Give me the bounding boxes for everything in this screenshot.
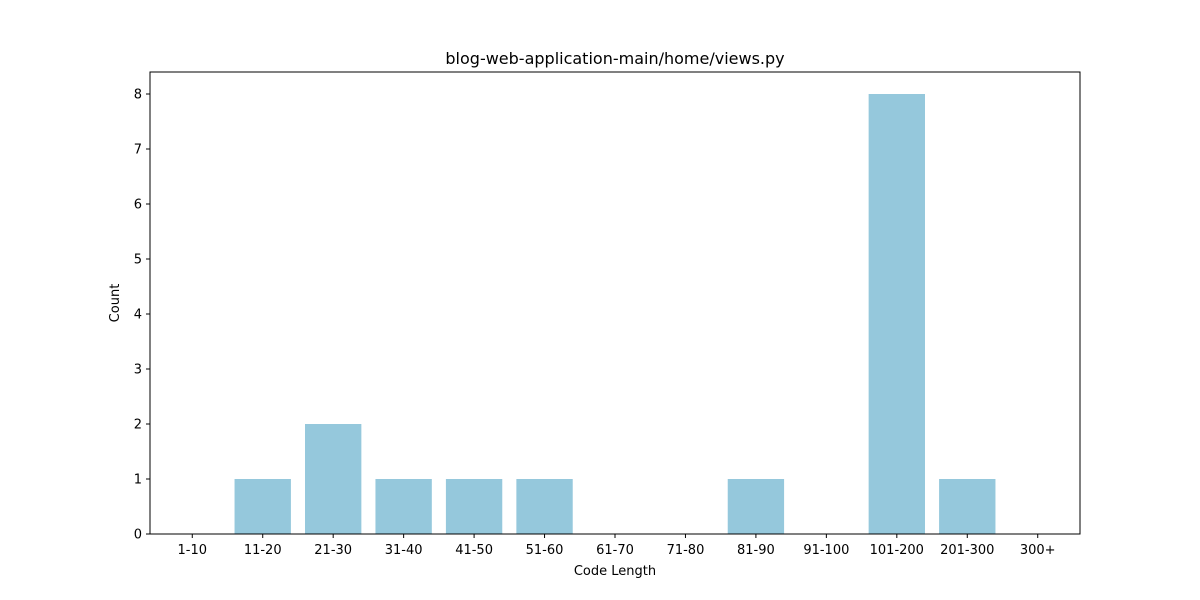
bars-group [234, 94, 996, 534]
y-tick-label: 6 [134, 198, 142, 213]
y-tick-label: 3 [134, 363, 142, 378]
bar-51-60 [516, 479, 573, 534]
x-tick-label: 81-90 [737, 543, 775, 558]
bar-201-300 [939, 479, 996, 534]
y-tick-label: 4 [134, 308, 142, 323]
x-tick-label: 51-60 [526, 543, 564, 558]
bar-101-200 [868, 94, 925, 534]
x-tick-label: 300+ [1020, 543, 1056, 558]
y-tick-label: 8 [134, 88, 142, 103]
x-axis-ticks: 1-10 11-20 21-30 31-40 41-50 51-60 61-70 71-80 8… [178, 534, 1056, 558]
bar-11-20 [234, 479, 291, 534]
bar-41-50 [445, 479, 503, 534]
y-axis-ticks: 0 1 2 3 4 5 6 7 8 [134, 88, 150, 543]
x-tick-label: 201-300 [940, 543, 994, 558]
y-tick-label: 2 [134, 418, 142, 433]
y-axis-label: Count [108, 284, 123, 323]
bar-81-90 [727, 479, 785, 534]
x-tick-label: 61-70 [596, 543, 634, 558]
y-tick-label: 5 [134, 253, 142, 268]
x-tick-label: 101-200 [870, 543, 924, 558]
x-tick-label: 21-30 [314, 543, 352, 558]
chart-title: blog-web-application-main/home/views.py [445, 49, 784, 68]
y-tick-label: 7 [134, 143, 142, 158]
bar-31-40 [375, 479, 432, 534]
bar-21-30 [305, 424, 362, 534]
x-tick-label: 1-10 [178, 543, 208, 558]
x-tick-label: 71-80 [667, 543, 705, 558]
y-tick-label: 1 [134, 473, 142, 488]
x-tick-label: 91-100 [803, 543, 849, 558]
x-axis-label: Code Length [574, 564, 656, 579]
y-tick-label: 0 [134, 528, 142, 543]
x-tick-label: 41-50 [455, 543, 493, 558]
x-tick-label: 31-40 [385, 543, 423, 558]
plot-frame [149, 71, 1081, 535]
x-tick-label: 11-20 [244, 543, 282, 558]
